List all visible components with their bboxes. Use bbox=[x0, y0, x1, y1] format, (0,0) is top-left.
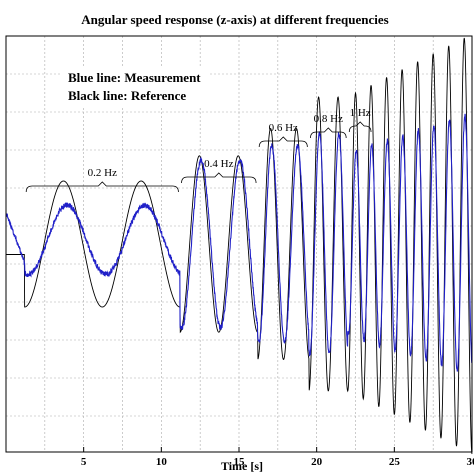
x-tick-label: 20 bbox=[311, 456, 323, 468]
chart-title: Angular speed response (z-axis) at diffe… bbox=[81, 12, 388, 27]
x-tick-label: 25 bbox=[389, 456, 401, 468]
frequency-brace bbox=[26, 182, 178, 192]
frequency-label: 1 Hz bbox=[350, 107, 371, 119]
frequency-brace bbox=[259, 137, 307, 147]
legend: Blue line: Measurement Black line: Refer… bbox=[60, 67, 210, 107]
x-tick-label: 5 bbox=[81, 456, 87, 468]
frequency-brace bbox=[310, 128, 346, 138]
x-axis-label: Time [s] bbox=[221, 459, 263, 473]
frequency-annotations: 0.2 Hz 0.4 Hz 0.6 Hz 0.8 Hz 1 Hz bbox=[26, 107, 371, 192]
frequency-label: 0.2 Hz bbox=[88, 167, 117, 179]
x-tick-label: 30 bbox=[467, 456, 474, 468]
frequency-label: 0.8 Hz bbox=[314, 113, 343, 125]
x-axis-ticks: 51015202530 bbox=[81, 447, 474, 468]
frequency-label: 0.4 Hz bbox=[204, 158, 233, 170]
legend-entry-measurement: Blue line: Measurement bbox=[68, 70, 201, 85]
x-tick-label: 10 bbox=[156, 456, 168, 468]
legend-entry-reference: Black line: Reference bbox=[68, 88, 186, 103]
frequency-brace bbox=[349, 122, 371, 132]
frequency-label: 0.6 Hz bbox=[269, 122, 298, 134]
